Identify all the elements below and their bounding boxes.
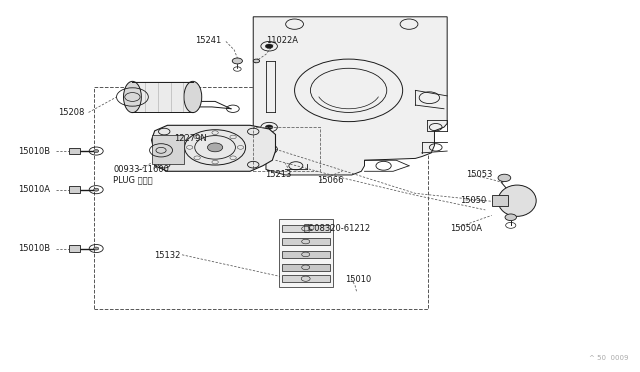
Bar xyxy=(69,186,80,193)
Bar xyxy=(282,264,330,270)
Text: Ⓢ: Ⓢ xyxy=(303,222,309,232)
Text: 15066: 15066 xyxy=(317,176,343,185)
Bar xyxy=(94,87,428,309)
Polygon shape xyxy=(253,17,447,175)
Text: 15010: 15010 xyxy=(346,275,372,284)
Bar xyxy=(282,238,330,245)
Text: ©08320-61212: ©08320-61212 xyxy=(307,224,371,233)
Bar xyxy=(253,127,320,171)
Circle shape xyxy=(93,188,99,191)
Text: 12279N: 12279N xyxy=(173,134,207,143)
Text: PLUG プラグ: PLUG プラグ xyxy=(113,175,153,184)
Bar xyxy=(492,195,508,206)
Ellipse shape xyxy=(124,81,141,113)
Text: 15050: 15050 xyxy=(460,196,486,205)
Text: 15213: 15213 xyxy=(265,170,291,179)
Bar xyxy=(132,81,193,112)
Bar xyxy=(278,219,333,287)
Polygon shape xyxy=(152,125,275,171)
Text: 00933-11600: 00933-11600 xyxy=(113,165,169,174)
Text: 15132: 15132 xyxy=(154,251,180,260)
Text: 15010B: 15010B xyxy=(18,244,50,253)
Ellipse shape xyxy=(498,185,536,217)
Circle shape xyxy=(498,174,511,182)
Text: 15208: 15208 xyxy=(58,108,84,117)
Circle shape xyxy=(93,247,99,250)
Bar xyxy=(69,148,80,154)
Bar xyxy=(282,251,330,258)
Bar xyxy=(69,245,80,252)
Bar xyxy=(152,135,184,164)
Text: ^ 50  0009: ^ 50 0009 xyxy=(589,355,628,361)
Text: 15241: 15241 xyxy=(195,36,221,45)
Text: 15010A: 15010A xyxy=(18,185,50,194)
Circle shape xyxy=(93,150,99,153)
Circle shape xyxy=(253,59,260,63)
Text: 11022A: 11022A xyxy=(266,36,298,45)
Text: 15050A: 15050A xyxy=(451,224,483,233)
Ellipse shape xyxy=(184,81,202,113)
Text: 15010B: 15010B xyxy=(18,147,50,155)
Text: 15053: 15053 xyxy=(467,170,493,179)
Bar xyxy=(282,275,330,282)
Circle shape xyxy=(266,147,273,151)
Bar xyxy=(282,225,330,232)
Circle shape xyxy=(266,125,273,129)
Circle shape xyxy=(207,143,223,152)
Circle shape xyxy=(232,58,243,64)
Circle shape xyxy=(266,44,273,48)
Circle shape xyxy=(505,214,516,221)
